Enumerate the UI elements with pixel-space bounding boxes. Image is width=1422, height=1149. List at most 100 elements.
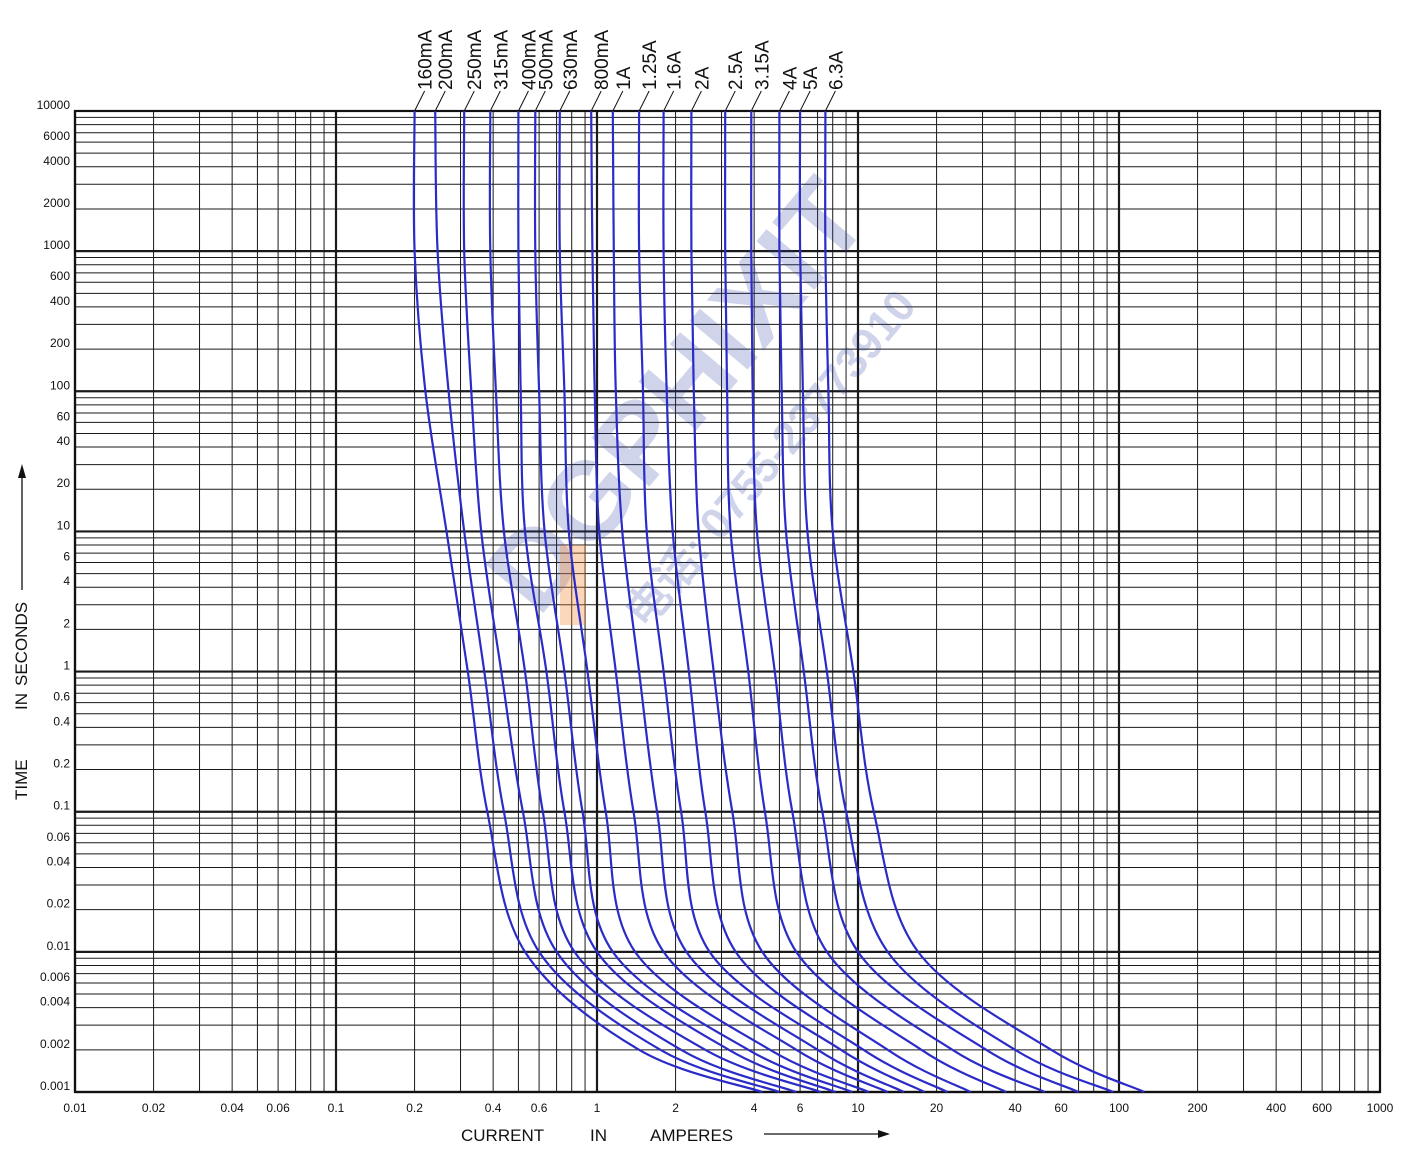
plot-frame [73, 109, 1382, 1094]
x-tick-label: 600 [1312, 1101, 1332, 1115]
curve-label-315ma: 315mA [491, 29, 512, 90]
y-tick-label: 0.4 [53, 714, 70, 728]
curve-250ma [462, 110, 797, 1094]
curve-3-15a [750, 110, 1046, 1094]
y-tick-label: 4000 [43, 154, 70, 168]
curve-5a [798, 110, 1114, 1094]
y-tick-label: 1 [63, 659, 70, 673]
curve-label-2a: 2A [692, 66, 713, 90]
x-tick-label: 100 [1109, 1101, 1129, 1115]
curve-1a [611, 110, 905, 1093]
curve-label-leader [434, 90, 446, 112]
x-tick-label: 2 [672, 1101, 679, 1115]
y-tick-labels: 10000 6000 4000 2000 1000 600 400 200 100 60 40 20 1… [37, 98, 71, 1093]
curve-label-630ma: 630mA [561, 29, 582, 90]
x-tick-label: 400 [1266, 1101, 1286, 1115]
curve-label-4a: 4A [780, 66, 801, 90]
y-tick-label: 2000 [43, 196, 70, 210]
curve-500ma [533, 110, 853, 1094]
y-tick-label: 0.06 [47, 830, 71, 844]
curve-label-250ma: 250mA [465, 29, 486, 90]
watermark-accent [560, 545, 586, 625]
curve-200ma [434, 110, 780, 1094]
curve-label-leader [534, 90, 546, 112]
curve-label-leader [778, 90, 790, 112]
y-tick-label: 200 [50, 336, 70, 350]
y-axis-title: TIME IN SECONDS [12, 464, 31, 800]
curve-label-leader [414, 90, 426, 112]
x-tick-label: 0.06 [266, 1101, 290, 1115]
y-tick-label: 0.004 [40, 995, 70, 1009]
curve-label-leader [663, 90, 675, 112]
y-tick-label: 60 [57, 409, 71, 423]
curve-315ma [488, 110, 822, 1094]
y-tick-label: 4 [63, 574, 70, 588]
x-tick-label: 1 [594, 1101, 601, 1115]
curve-label-leader [799, 90, 811, 112]
x-axis-arrow-head [878, 1130, 890, 1138]
y-tick-label: 0.02 [47, 897, 71, 911]
y-tick-label: 6000 [43, 129, 70, 143]
y-tick-label: 400 [50, 294, 70, 308]
curve-label-leader [690, 90, 702, 112]
curve-label-2-5a: 2.5A [726, 51, 747, 90]
curve-label-leader [517, 90, 529, 112]
y-tick-label: 0.01 [47, 939, 71, 953]
curve-800ma [590, 110, 889, 1093]
curve-label-leader [489, 90, 501, 112]
x-axis-title: CURRENT IN AMPERES [461, 1126, 890, 1145]
curve-label-leader [638, 90, 650, 112]
curve-1-25a [637, 110, 926, 1093]
curve-label-1-25a: 1.25A [640, 40, 661, 90]
curve-label-leader [590, 90, 602, 112]
curve-2-5a [723, 110, 1007, 1093]
y-tick-label: 10000 [37, 98, 71, 112]
x-axis-title-part3: AMPERES [650, 1126, 733, 1145]
y-tick-label: 20 [57, 476, 71, 490]
curve-160ma [412, 110, 763, 1094]
x-tick-label: 40 [1008, 1101, 1022, 1115]
x-axis-title-part1: CURRENT [461, 1126, 544, 1145]
curve-label-160ma: 160mA [416, 29, 437, 90]
y-axis-title-part3: SECONDS [12, 602, 31, 686]
x-tick-label: 200 [1188, 1101, 1208, 1115]
x-tick-label: 0.04 [220, 1101, 244, 1115]
curve-6-3a [824, 110, 1145, 1094]
curve-label-6-3a: 6.3A [826, 51, 847, 90]
curve-label-200ma: 200mA [436, 29, 457, 90]
curve-label-400ma: 400mA [519, 29, 540, 90]
y-tick-label: 0.002 [40, 1037, 70, 1051]
curve-label-1a: 1A [614, 66, 635, 90]
y-tick-label: 10 [57, 518, 71, 532]
curve-label-1-6a: 1.6A [665, 51, 686, 90]
curve-2a [690, 110, 972, 1093]
fuse-curves [412, 110, 1145, 1094]
curve-label-leader [612, 90, 624, 112]
curve-1-6a [662, 110, 948, 1093]
x-tick-label: 0.02 [142, 1101, 166, 1115]
curve-label-500ma: 500mA [536, 29, 557, 90]
x-tick-label: 0.1 [328, 1101, 345, 1115]
x-tick-label: 0.4 [485, 1101, 502, 1115]
curve-label-800ma: 800mA [592, 29, 613, 90]
y-tick-label: 6 [63, 550, 70, 564]
curve-label-leader [463, 90, 475, 112]
y-tick-label: 600 [50, 269, 70, 283]
y-tick-label: 0.006 [40, 970, 70, 984]
curve-label-3-15a: 3.15A [752, 40, 773, 90]
curve-4a [778, 110, 1080, 1094]
y-tick-label: 0.1 [53, 799, 70, 813]
y-axis-arrow-head [18, 464, 26, 478]
y-tick-label: 2 [63, 616, 70, 630]
y-tick-label: 0.04 [47, 854, 71, 868]
curve-label-5a: 5A [801, 66, 822, 90]
x-tick-label: 4 [751, 1101, 758, 1115]
y-axis-title-part2: IN [12, 693, 31, 710]
x-axis-title-part2: IN [590, 1126, 607, 1145]
x-tick-label: 1000 [1367, 1101, 1394, 1115]
x-tick-label: 60 [1054, 1101, 1068, 1115]
y-tick-label: 1000 [43, 238, 70, 252]
y-tick-label: 0.6 [53, 690, 70, 704]
